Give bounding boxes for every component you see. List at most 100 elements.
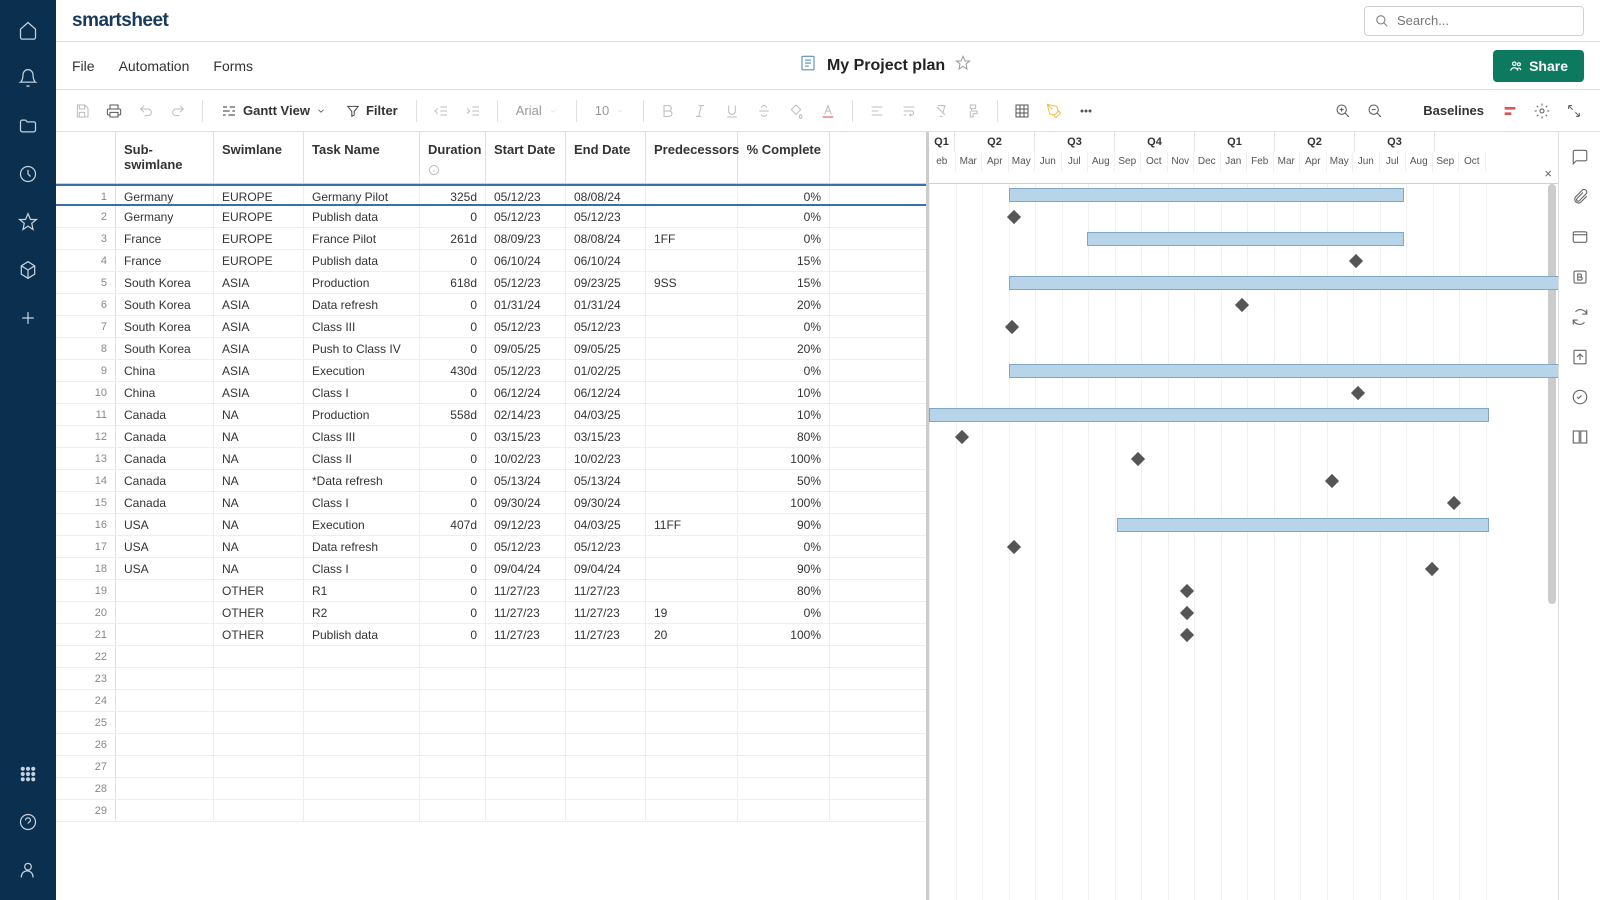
cell-start-date[interactable]: 05/12/23 [486, 536, 566, 557]
cell-start-date[interactable]: 10/02/23 [486, 448, 566, 469]
cell-predecessors[interactable] [646, 800, 738, 821]
gantt-row[interactable] [929, 734, 1558, 756]
menu-automation[interactable]: Automation [119, 58, 190, 74]
cell-swimlane[interactable]: ASIA [214, 338, 304, 359]
cell-task-name[interactable]: Class II [304, 448, 420, 469]
indent-icon[interactable] [459, 97, 487, 125]
cell-sub-swimlane[interactable]: USA [116, 558, 214, 579]
cell-swimlane[interactable]: NA [214, 426, 304, 447]
cell-task-name[interactable] [304, 734, 420, 755]
col-percent-complete[interactable]: % Complete [738, 132, 830, 183]
table-row[interactable]: 5 South Korea ASIA Production 618d 05/12… [56, 272, 926, 294]
table-row[interactable]: 23 [56, 668, 926, 690]
cell-task-name[interactable]: R2 [304, 602, 420, 623]
cell-task-name[interactable]: Data refresh [304, 294, 420, 315]
cell-predecessors[interactable] [646, 492, 738, 513]
gantt-row[interactable] [929, 382, 1558, 404]
recents-icon[interactable] [18, 164, 38, 184]
proofs-icon[interactable] [1571, 228, 1589, 246]
cell-duration[interactable]: 325d [420, 186, 486, 204]
cell-task-name[interactable]: Data refresh [304, 536, 420, 557]
cell-start-date[interactable]: 06/12/24 [486, 382, 566, 403]
doc-title[interactable]: My Project plan [827, 57, 945, 75]
cell-predecessors[interactable] [646, 250, 738, 271]
cell-task-name[interactable] [304, 712, 420, 733]
cell-sub-swimlane[interactable]: Canada [116, 470, 214, 491]
table-row[interactable]: 19 OTHER R1 0 11/27/23 11/27/23 80% [56, 580, 926, 602]
cell-start-date[interactable]: 06/10/24 [486, 250, 566, 271]
cell-end-date[interactable]: 03/15/23 [566, 426, 646, 447]
col-task-name[interactable]: Task Name [304, 132, 420, 183]
close-icon[interactable]: × [1544, 166, 1552, 181]
table-row[interactable]: 25 [56, 712, 926, 734]
gantt-bar[interactable] [1009, 276, 1558, 290]
account-icon[interactable] [18, 860, 38, 880]
gantt-row[interactable] [929, 316, 1558, 338]
strikethrough-icon[interactable] [750, 97, 778, 125]
gantt-milestone[interactable] [1235, 298, 1249, 312]
cell-end-date[interactable] [566, 712, 646, 733]
cell-percent-complete[interactable]: 90% [738, 558, 830, 579]
cell-start-date[interactable]: 05/12/23 [486, 206, 566, 227]
cell-predecessors[interactable] [646, 186, 738, 204]
gantt-row[interactable] [929, 426, 1558, 448]
zoom-out-icon[interactable] [1361, 97, 1389, 125]
cell-end-date[interactable] [566, 734, 646, 755]
cell-end-date[interactable]: 08/08/24 [566, 186, 646, 204]
gantt-bar[interactable] [929, 408, 1489, 422]
cell-start-date[interactable]: 05/13/24 [486, 470, 566, 491]
cell-start-date[interactable] [486, 668, 566, 689]
cell-sub-swimlane[interactable] [116, 778, 214, 799]
cell-task-name[interactable]: Push to Class IV [304, 338, 420, 359]
cell-duration[interactable]: 0 [420, 624, 486, 645]
menu-file[interactable]: File [72, 58, 95, 74]
cell-end-date[interactable]: 04/03/25 [566, 514, 646, 535]
col-start-date[interactable]: Start Date [486, 132, 566, 183]
gantt-row[interactable] [929, 536, 1558, 558]
cell-duration[interactable]: 0 [420, 448, 486, 469]
cell-percent-complete[interactable] [738, 778, 830, 799]
col-duration[interactable]: Duration [420, 132, 486, 183]
gantt-bar[interactable] [1009, 364, 1558, 378]
gantt-row[interactable] [929, 514, 1558, 536]
cell-duration[interactable]: 0 [420, 426, 486, 447]
cell-start-date[interactable]: 09/30/24 [486, 492, 566, 513]
cell-duration[interactable]: 0 [420, 470, 486, 491]
cell-start-date[interactable]: 11/27/23 [486, 602, 566, 623]
cell-predecessors[interactable] [646, 712, 738, 733]
publish-icon[interactable] [1571, 348, 1589, 366]
cell-sub-swimlane[interactable] [116, 668, 214, 689]
table-row[interactable]: 20 OTHER R2 0 11/27/23 11/27/23 19 0% [56, 602, 926, 624]
cell-percent-complete[interactable]: 50% [738, 470, 830, 491]
cell-sub-swimlane[interactable]: USA [116, 514, 214, 535]
redo-icon[interactable] [164, 97, 192, 125]
cell-duration[interactable]: 430d [420, 360, 486, 381]
table-row[interactable]: 14 Canada NA *Data refresh 0 05/13/24 05… [56, 470, 926, 492]
cell-sub-swimlane[interactable]: China [116, 382, 214, 403]
cell-percent-complete[interactable]: 0% [738, 602, 830, 623]
cell-predecessors[interactable] [646, 206, 738, 227]
cell-task-name[interactable]: Production [304, 272, 420, 293]
cell-task-name[interactable]: Execution [304, 360, 420, 381]
view-selector[interactable]: Gantt View [213, 97, 334, 125]
cell-predecessors[interactable] [646, 426, 738, 447]
cell-end-date[interactable]: 04/03/25 [566, 404, 646, 425]
cell-end-date[interactable]: 05/12/23 [566, 206, 646, 227]
cell-predecessors[interactable] [646, 756, 738, 777]
cell-percent-complete[interactable] [738, 646, 830, 667]
table-row[interactable]: 11 Canada NA Production 558d 02/14/23 04… [56, 404, 926, 426]
fill-color-icon[interactable] [782, 97, 810, 125]
cell-sub-swimlane[interactable]: Canada [116, 492, 214, 513]
cell-end-date[interactable]: 05/12/23 [566, 316, 646, 337]
cell-swimlane[interactable]: EUROPE [214, 206, 304, 227]
cell-sub-swimlane[interactable] [116, 646, 214, 667]
table-row[interactable]: 6 South Korea ASIA Data refresh 0 01/31/… [56, 294, 926, 316]
gantt-row[interactable] [929, 272, 1558, 294]
cell-duration[interactable] [420, 734, 486, 755]
cell-duration[interactable]: 0 [420, 338, 486, 359]
cell-predecessors[interactable] [646, 536, 738, 557]
cell-swimlane[interactable]: NA [214, 470, 304, 491]
activity-log-icon[interactable] [1571, 388, 1589, 406]
gantt-row[interactable] [929, 250, 1558, 272]
underline-icon[interactable] [718, 97, 746, 125]
